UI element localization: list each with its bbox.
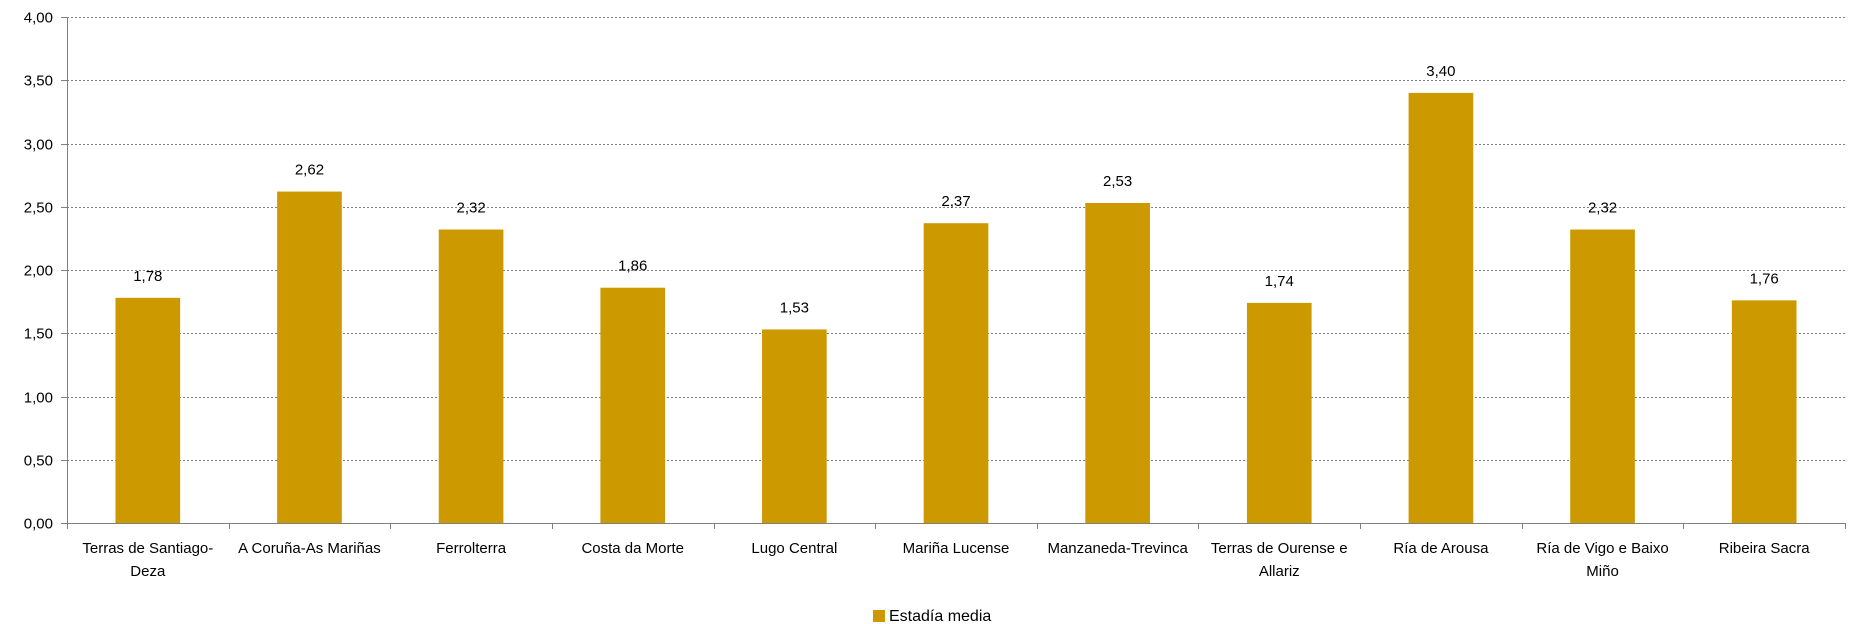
y-axis: 0,00 0,50 1,00 1,50 2,00 2,50 3,00 3,50 4,00 xyxy=(24,10,68,533)
bar xyxy=(1570,229,1635,523)
bar xyxy=(1408,92,1474,524)
data-label: 2,62 xyxy=(295,162,324,179)
bar xyxy=(923,223,989,523)
bar xyxy=(438,229,504,523)
bar xyxy=(600,287,666,523)
data-label: 1,74 xyxy=(1265,273,1294,290)
x-tick-label: Ribeira Sacra xyxy=(1719,540,1811,557)
x-tick-label: Ría de Vigo e Baixo xyxy=(1536,540,1668,557)
data-label: 1,78 xyxy=(133,268,162,285)
data-label: 2,32 xyxy=(1588,200,1617,217)
x-tick-label: Ría de Arousa xyxy=(1393,540,1489,557)
x-tick-label: Ferrolterra xyxy=(436,540,507,557)
y-tick-label: 3,50 xyxy=(24,73,53,90)
x-tick-label: Lugo Central xyxy=(751,540,837,557)
data-labels: 1,78 2,62 2,32 1,86 1,53 2,37 2,53 1,74 3,40 2,32… xyxy=(133,63,1779,317)
data-label: 1,86 xyxy=(618,258,647,275)
x-tick-label: Allariz xyxy=(1259,563,1300,580)
legend-label: Estadía media xyxy=(889,608,991,624)
legend: Estadía media xyxy=(873,608,991,624)
bar xyxy=(1246,302,1312,523)
legend-swatch xyxy=(873,610,885,622)
data-label: 1,76 xyxy=(1750,270,1779,287)
data-label: 1,53 xyxy=(780,299,809,316)
y-tick-label: 3,00 xyxy=(24,137,53,154)
data-label: 2,32 xyxy=(456,200,485,217)
x-tick-label: Manzaneda-Trevinca xyxy=(1047,540,1188,557)
y-tick-label: 0,00 xyxy=(24,516,53,533)
y-tick-label: 0,50 xyxy=(24,453,53,470)
data-label: 2,37 xyxy=(941,193,970,210)
y-tick-label: 4,00 xyxy=(24,10,53,27)
data-label: 3,40 xyxy=(1426,63,1455,80)
data-label: 2,53 xyxy=(1103,173,1132,190)
bar xyxy=(1085,202,1150,523)
x-tick-label: A Coruña-As Mariñas xyxy=(238,540,381,557)
x-tick-label: Terras de Ourense e xyxy=(1211,540,1348,557)
bar xyxy=(277,191,342,523)
y-tick-label: 1,50 xyxy=(24,326,53,343)
x-tick-label: Costa da Morte xyxy=(581,540,684,557)
bar xyxy=(762,329,827,523)
x-tick-label: Deza xyxy=(130,563,166,580)
x-tick-label: Mariña Lucense xyxy=(903,540,1010,557)
x-tick-label: Terras de Santiago- xyxy=(82,540,213,557)
y-tick-label: 2,50 xyxy=(24,200,53,217)
bar xyxy=(1731,300,1797,523)
bars xyxy=(115,92,1797,524)
x-tick-label: Miño xyxy=(1586,563,1619,580)
y-tick-label: 1,00 xyxy=(24,390,53,407)
y-tick-label: 2,00 xyxy=(24,263,53,280)
x-axis: Terras de Santiago- Deza A Coruña-As Mariñ… xyxy=(67,523,1846,580)
bar xyxy=(115,297,181,523)
